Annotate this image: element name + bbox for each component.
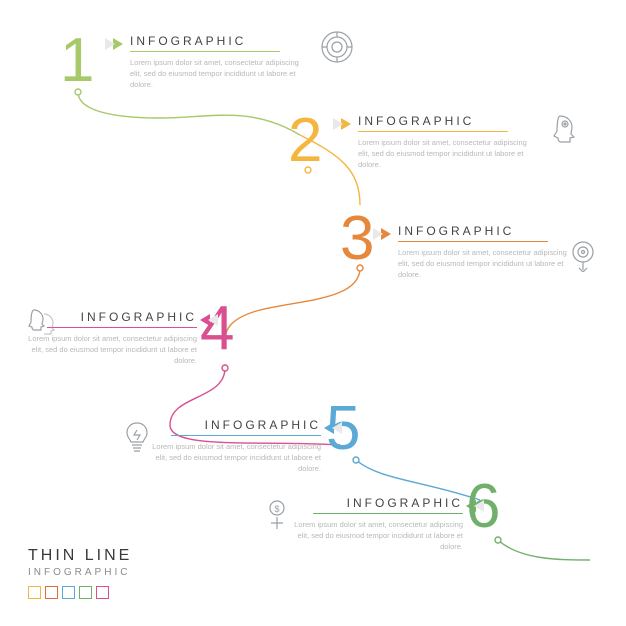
swatch: [28, 586, 41, 599]
step-number: 2: [288, 110, 322, 172]
step-title: INFOGRAPHIC: [398, 224, 548, 242]
step-number: 3: [340, 208, 374, 270]
swatch: [96, 586, 109, 599]
step-arrow-icon: [113, 38, 123, 50]
maze-icon: [320, 30, 354, 64]
head-eye-icon: [548, 112, 582, 146]
step-title: INFOGRAPHIC: [130, 34, 280, 52]
svg-text:$: $: [274, 504, 279, 514]
step-arrow-icon: [466, 500, 476, 512]
swatch: [45, 586, 58, 599]
step-text: INFOGRAPHIC Lorem ipsum dolor sit amet, c…: [130, 32, 305, 91]
footer-title: THIN LINE: [28, 547, 132, 565]
step-body: Lorem ipsum dolor sit amet, consectetur …: [358, 138, 533, 171]
step-text: INFOGRAPHIC Lorem ipsum dolor sit amet, c…: [358, 112, 533, 171]
step-title: INFOGRAPHIC: [47, 310, 197, 328]
step-arrow-icon: [341, 118, 351, 130]
step-text: INFOGRAPHIC Lorem ipsum dolor sit amet, c…: [146, 416, 321, 475]
swatch: [79, 586, 92, 599]
step-arrow-icon: [324, 422, 334, 434]
target-icon: [566, 238, 600, 272]
step-text: INFOGRAPHIC Lorem ipsum dolor sit amet, c…: [288, 494, 463, 553]
step-body: Lorem ipsum dolor sit amet, consectetur …: [130, 58, 305, 91]
step-arrow-icon: [381, 228, 391, 240]
step-title: INFOGRAPHIC: [358, 114, 508, 132]
footer: THIN LINE INFOGRAPHIC: [28, 547, 132, 604]
footer-swatches: [28, 586, 132, 604]
step-arrow-icon: [200, 314, 210, 326]
step-title: INFOGRAPHIC: [313, 496, 463, 514]
step-body: Lorem ipsum dolor sit amet, consectetur …: [288, 520, 463, 553]
step-title: INFOGRAPHIC: [171, 418, 321, 436]
step-text: INFOGRAPHIC Lorem ipsum dolor sit amet, c…: [398, 222, 573, 281]
bulb-icon: [120, 420, 154, 454]
money-icon: $: [260, 498, 294, 532]
heads-icon: [24, 306, 58, 340]
footer-subtitle: INFOGRAPHIC: [28, 567, 132, 578]
step-number: 1: [60, 30, 94, 92]
swatch: [62, 586, 75, 599]
step-number: 4: [200, 298, 234, 360]
step-body: Lorem ipsum dolor sit amet, consectetur …: [398, 248, 573, 281]
step-body: Lorem ipsum dolor sit amet, consectetur …: [146, 442, 321, 475]
